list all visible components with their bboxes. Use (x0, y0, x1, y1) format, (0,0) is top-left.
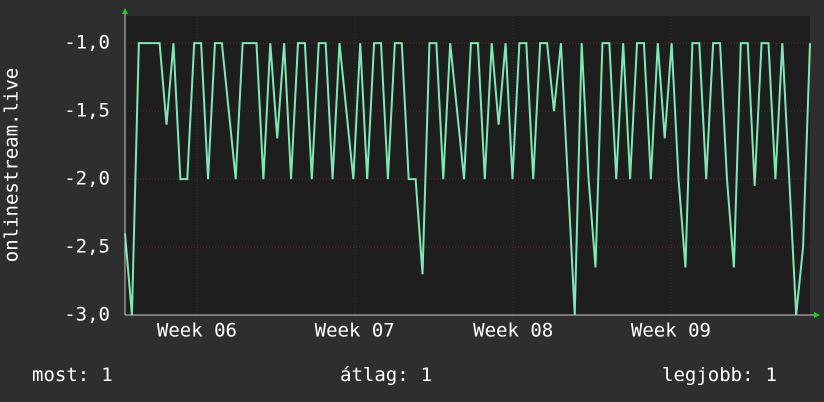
summary-value: 1 (766, 364, 777, 386)
x-tick-label: Week 06 (157, 320, 237, 342)
y-tick-label: -1,0 (64, 32, 110, 54)
summary-value: 1 (421, 364, 432, 386)
x-tick-label: Week 07 (315, 320, 395, 342)
y-tick-label: -2,5 (64, 236, 110, 258)
summary-item: átlag: 1 (340, 364, 432, 386)
summary-item: legjobb: 1 (662, 364, 777, 386)
y-axis-label: onlinestream.live (1, 68, 23, 262)
summary-item: most: 1 (32, 364, 113, 386)
series-line (124, 42, 811, 316)
summary-label: átlag: (340, 364, 409, 386)
y-tick-label: -1,5 (64, 100, 110, 122)
summary-label: legjobb: (662, 364, 754, 386)
summary-label: most: (32, 364, 89, 386)
plot (124, 42, 811, 316)
x-tick-label: Week 09 (631, 320, 711, 342)
x-tick-label: Week 08 (473, 320, 553, 342)
footer: most: 1 átlag: 1 legjobb: 1 (32, 364, 777, 386)
y-tick-label: -2,0 (64, 168, 110, 190)
y-tick-label: -3,0 (64, 304, 110, 326)
summary-value: 1 (101, 364, 112, 386)
x-arrow (814, 312, 820, 318)
plot-area (125, 16, 810, 315)
y-arrow (122, 8, 128, 14)
